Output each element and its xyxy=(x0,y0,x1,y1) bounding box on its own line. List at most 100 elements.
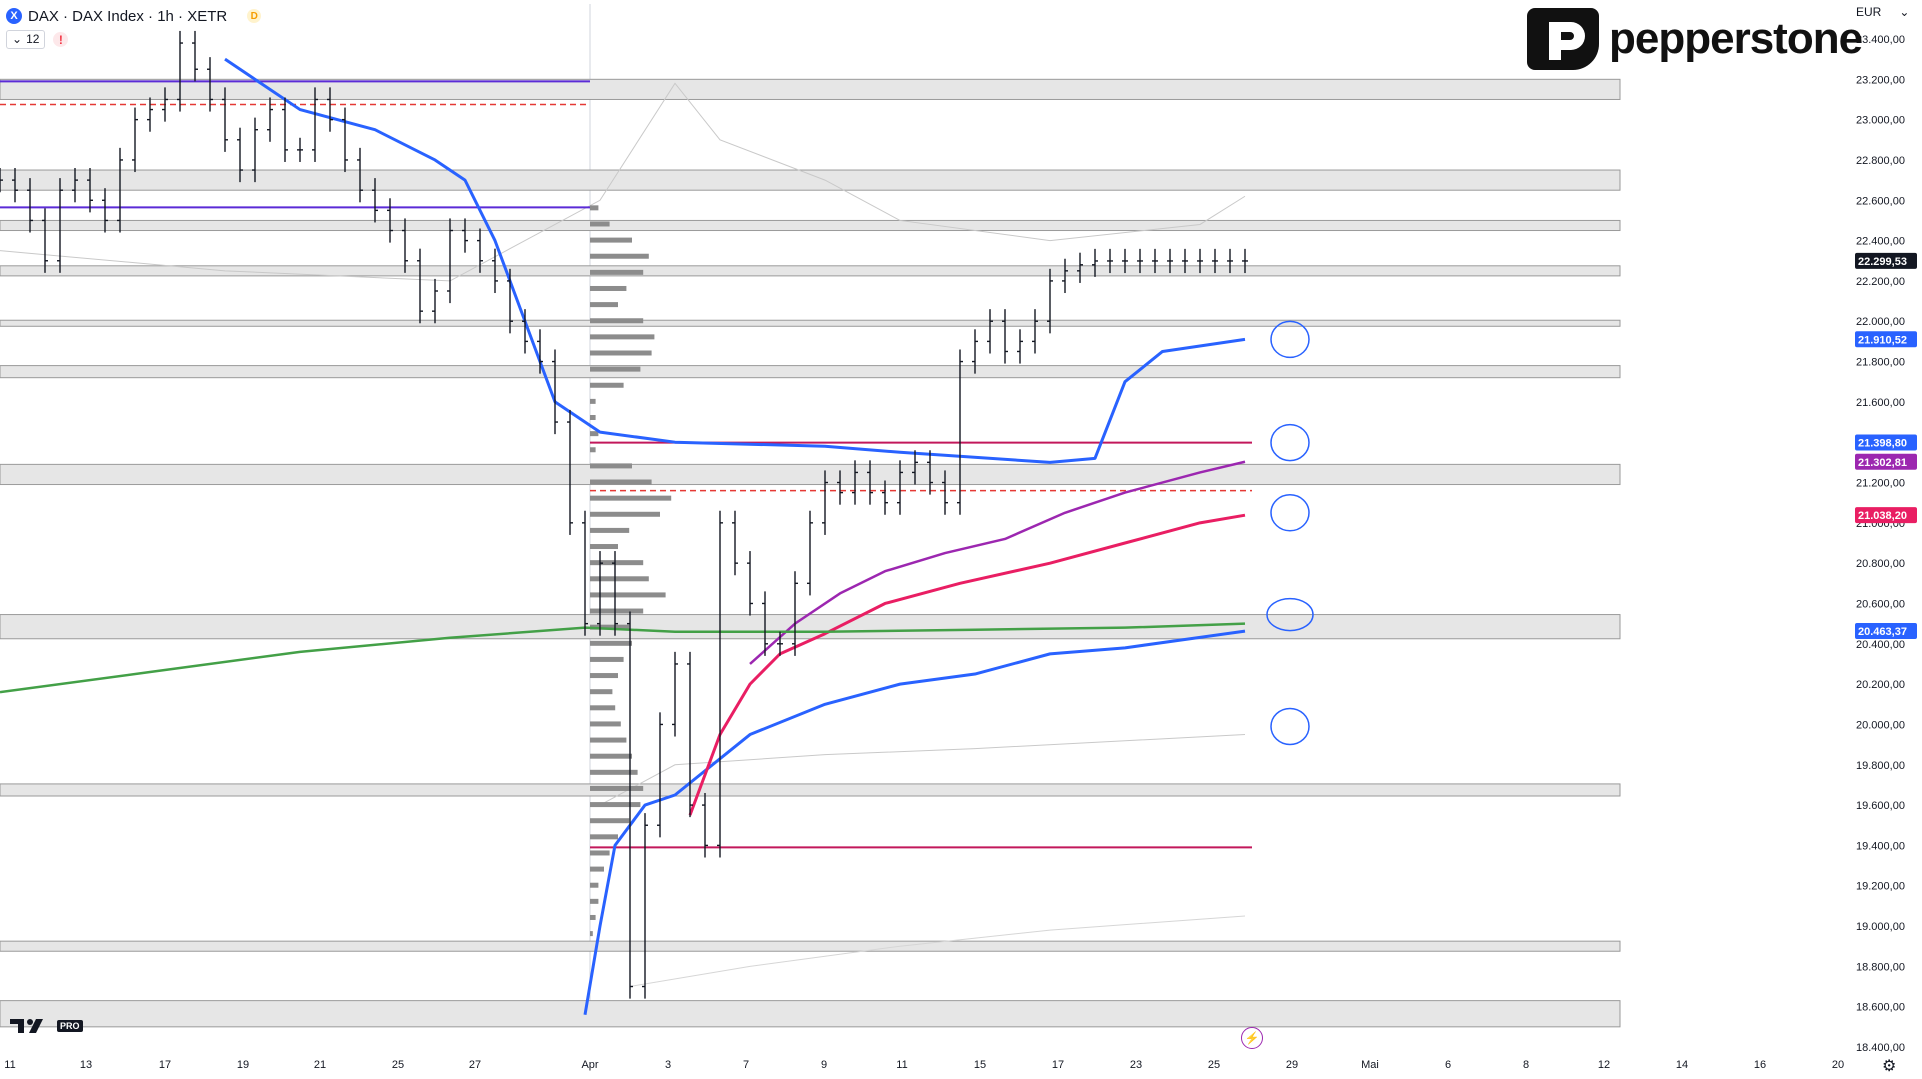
price-zone xyxy=(0,614,1621,640)
indicator-line-vwap-blue xyxy=(224,57,1246,464)
symbol-icon: X xyxy=(6,8,22,24)
volume-profile-bar xyxy=(590,914,596,920)
std-band-line xyxy=(629,915,1246,988)
y-axis-tick-label: 22.000,00 xyxy=(1856,316,1905,328)
x-axis-tick-label: 27 xyxy=(469,1059,481,1071)
price-axis-label-bg xyxy=(1855,623,1917,640)
brand-logo: pepperstone xyxy=(1527,8,1863,70)
indicator-row: ⌄ 12 ! xyxy=(6,30,69,49)
y-axis-tick-label: 22.600,00 xyxy=(1856,195,1905,207)
x-axis-tick-label: 9 xyxy=(821,1059,827,1071)
y-axis-tick-label: 23.400,00 xyxy=(1856,34,1905,46)
price-zone xyxy=(0,319,1621,327)
gear-icon[interactable]: ⚙ xyxy=(1882,1058,1897,1075)
x-axis-tick-label: 11 xyxy=(4,1059,15,1071)
y-axis-tick-label: 18.600,00 xyxy=(1856,1002,1905,1014)
volume-profile-bar xyxy=(590,334,655,340)
y-axis-tick-label: 19.000,00 xyxy=(1856,921,1905,933)
y-axis-tick-label: 18.400,00 xyxy=(1856,1042,1905,1054)
y-axis-tick-label: 20.800,00 xyxy=(1856,558,1905,570)
volume-profile-bar xyxy=(590,560,644,566)
volume-profile-bar xyxy=(590,850,610,856)
volume-profile-bar xyxy=(590,705,616,711)
x-axis-tick-label: 25 xyxy=(392,1059,404,1071)
y-axis-tick-label: 19.600,00 xyxy=(1856,800,1905,812)
warning-icon[interactable]: ! xyxy=(53,32,69,47)
indicator-line-anchored-magenta xyxy=(688,513,1246,816)
lightning-icon[interactable]: ⚡ xyxy=(1241,1027,1263,1049)
volume-profile-bar xyxy=(590,898,599,904)
annotation-circle[interactable] xyxy=(1270,494,1310,532)
volume-profile-bar xyxy=(590,882,599,888)
x-axis-tick-label: 8 xyxy=(1523,1059,1529,1071)
volume-profile-bar xyxy=(590,818,630,824)
volume-profile-bar xyxy=(590,237,632,243)
indicator-toggle[interactable]: ⌄ 12 xyxy=(6,30,46,49)
volume-profile-bar xyxy=(590,753,632,759)
volume-profile-bar xyxy=(590,576,649,582)
x-axis-tick-label: Apr xyxy=(581,1059,598,1071)
chevron-down-icon: ⌄ xyxy=(12,32,23,46)
y-axis-tick-label: 19.400,00 xyxy=(1856,840,1905,852)
y-axis-tick-label: 19.800,00 xyxy=(1856,760,1905,772)
annotation-circle[interactable] xyxy=(1266,597,1314,632)
brand-name: pepperstone xyxy=(1609,14,1863,63)
volume-profile-bar xyxy=(590,318,644,324)
price-axis-label-bg xyxy=(1855,252,1917,269)
y-axis-tick-label: 23.200,00 xyxy=(1856,74,1905,86)
y-axis-tick-label: 20.600,00 xyxy=(1856,598,1905,610)
x-axis-tick-label: 25 xyxy=(1208,1059,1220,1071)
x-axis-tick-label: 16 xyxy=(1754,1059,1766,1071)
price-axis-label-bg xyxy=(1855,434,1917,451)
std-band-line xyxy=(0,82,1246,282)
volume-profile-bar xyxy=(590,769,638,775)
y-axis-tick-label: 22.800,00 xyxy=(1856,155,1905,167)
volume-profile-bar xyxy=(590,834,618,840)
price-zone xyxy=(0,783,1621,797)
price-axis-label: 21.398,80 xyxy=(1858,437,1907,449)
pepperstone-logo-icon xyxy=(1527,8,1599,70)
x-axis-tick-label: 14 xyxy=(1676,1059,1688,1071)
symbol-title[interactable]: DAX · DAX Index · 1h · XETR xyxy=(28,7,228,25)
price-zone xyxy=(0,219,1621,232)
x-axis-tick-label: Mai xyxy=(1361,1059,1379,1071)
volume-profile-bar xyxy=(590,785,644,791)
indicator-line-anchored-blue xyxy=(583,629,1246,1015)
volume-profile-bar xyxy=(590,302,618,308)
x-axis-tick-label: 23 xyxy=(1130,1059,1142,1071)
currency-selector[interactable]: EUR ⌄ xyxy=(1856,5,1909,19)
volume-profile-bar xyxy=(590,221,610,227)
x-axis-tick-label: 17 xyxy=(1052,1059,1064,1071)
indicator-line-anchored-purple xyxy=(749,460,1246,665)
annotation-circle[interactable] xyxy=(1270,707,1310,746)
y-axis-tick-label: 21.200,00 xyxy=(1856,478,1905,490)
price-axis-label-bg xyxy=(1855,507,1917,524)
annotation-circle[interactable] xyxy=(1270,423,1310,462)
price-axis-label-bg xyxy=(1855,453,1917,470)
volume-profile-bar xyxy=(590,931,593,937)
volume-profile-bar xyxy=(590,544,618,550)
x-axis-tick-label: 19 xyxy=(237,1059,249,1071)
volume-profile-bar xyxy=(590,285,627,291)
volume-profile-bar xyxy=(590,398,596,404)
volume-profile-bar xyxy=(590,737,627,743)
volume-profile-bar xyxy=(590,608,644,614)
volume-profile-bar xyxy=(590,415,596,421)
volume-profile-bar xyxy=(590,592,666,598)
y-axis-tick-label: 23.000,00 xyxy=(1856,115,1905,127)
tradingview-logo[interactable]: PRO xyxy=(10,1019,83,1033)
price-axis-label: 21.302,81 xyxy=(1858,457,1907,469)
volume-profile-bar xyxy=(590,366,641,372)
volume-profile-bar xyxy=(590,721,621,727)
annotation-circle[interactable] xyxy=(1270,320,1310,359)
volume-profile-bar xyxy=(590,640,632,646)
x-axis-tick-label: 17 xyxy=(159,1059,171,1071)
symbol-header[interactable]: X DAX · DAX Index · 1h · XETR D xyxy=(6,6,262,26)
data-status-badge[interactable]: D xyxy=(247,9,262,23)
price-axis-label: 20.463,37 xyxy=(1858,626,1907,638)
price-axis-label-bg xyxy=(1855,331,1917,348)
indicator-count: 12 xyxy=(26,32,40,46)
currency-label: EUR xyxy=(1856,5,1882,19)
y-axis-tick-label: 22.400,00 xyxy=(1856,236,1905,248)
